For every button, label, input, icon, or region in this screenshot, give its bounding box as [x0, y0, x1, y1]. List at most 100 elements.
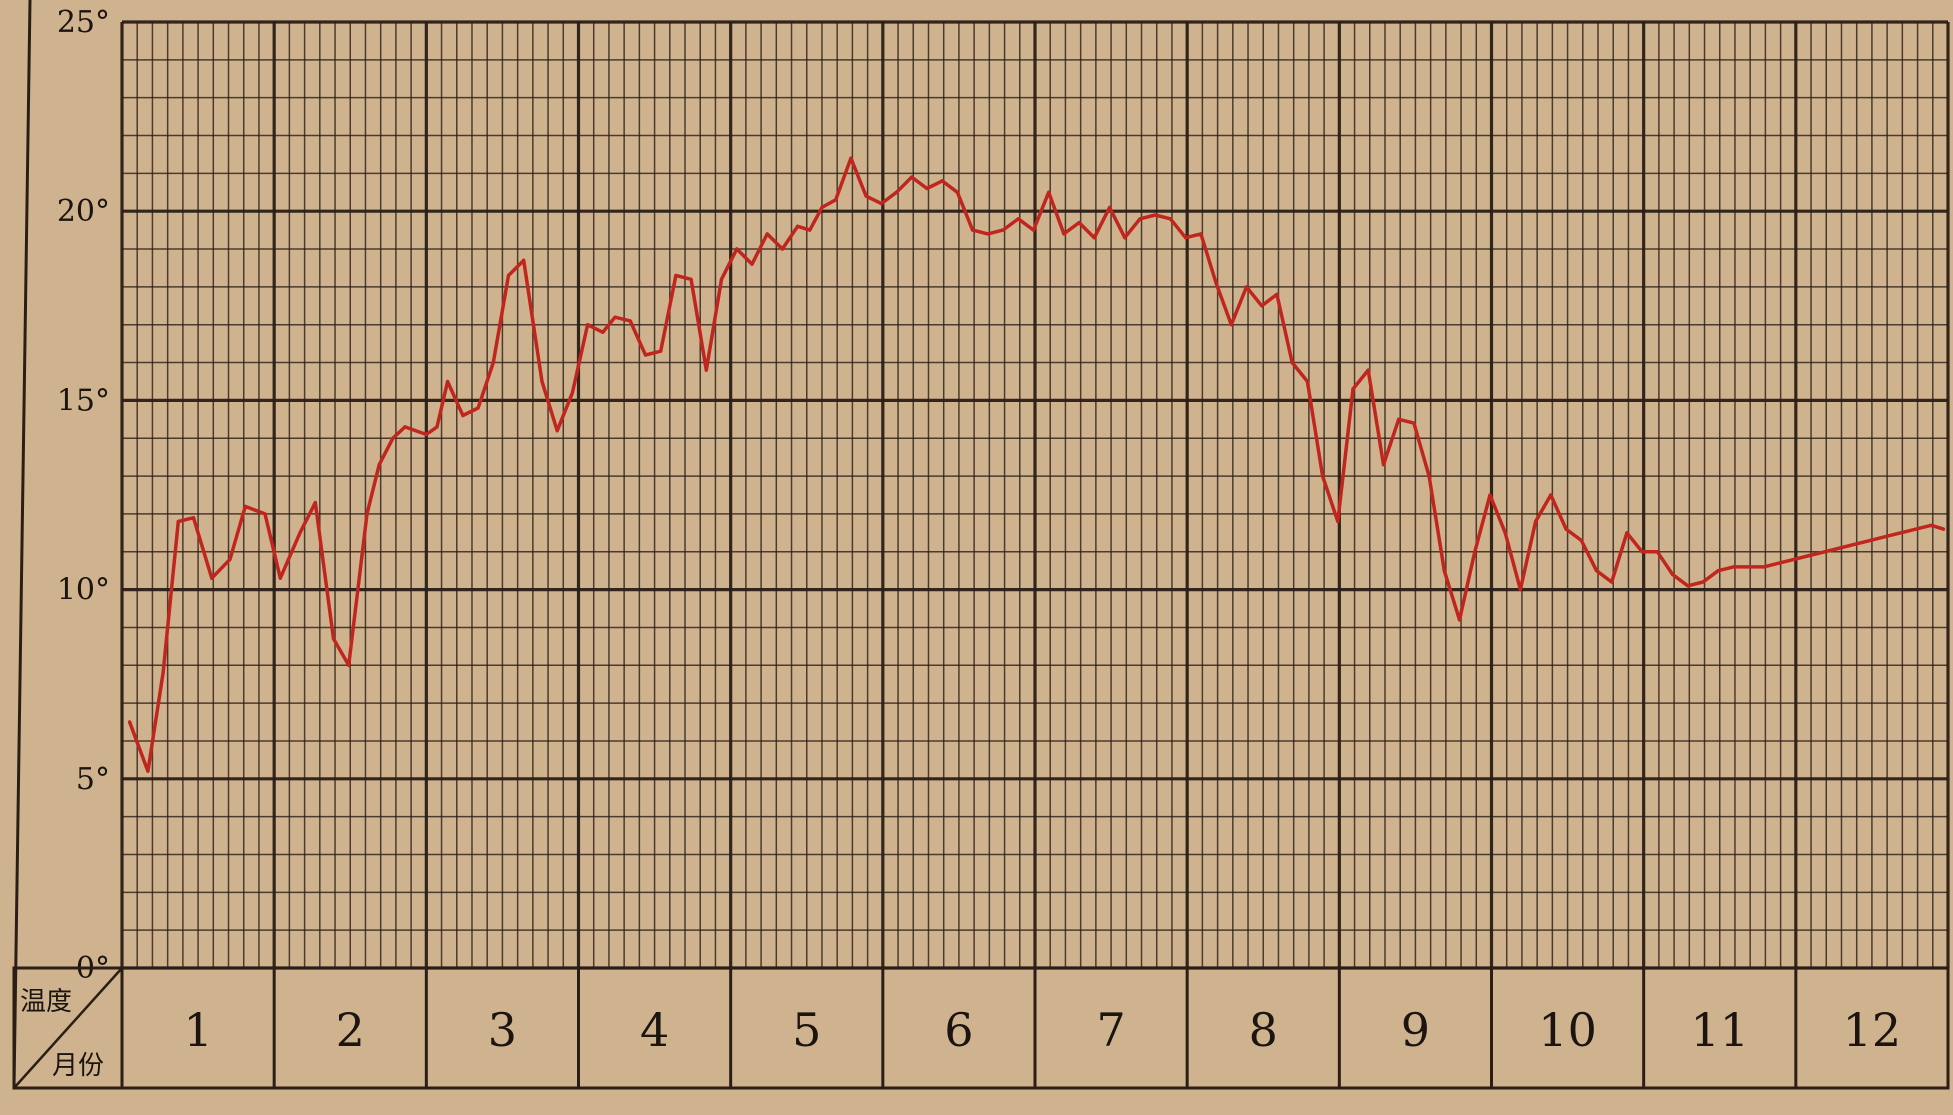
data-point — [1838, 546, 1842, 550]
data-point — [1671, 572, 1675, 577]
data-point — [365, 512, 369, 516]
data-point — [864, 194, 868, 198]
data-point — [586, 323, 590, 327]
data-point — [461, 413, 465, 418]
data-point — [1701, 580, 1705, 584]
data-point — [659, 349, 663, 353]
data-point — [879, 202, 883, 206]
data-point — [1625, 531, 1629, 535]
data-point — [243, 504, 247, 508]
month-label: 5 — [792, 1003, 821, 1057]
data-point — [1260, 304, 1264, 308]
data-point — [1229, 323, 1233, 327]
data-point — [191, 516, 196, 520]
data-point — [1077, 221, 1081, 225]
data-point — [278, 576, 282, 580]
data-point — [1488, 493, 1492, 497]
data-point — [1016, 217, 1020, 221]
data-point — [446, 379, 450, 384]
data-point — [1336, 519, 1340, 524]
data-point — [719, 277, 724, 281]
data-point — [1716, 569, 1720, 573]
data-point — [1640, 550, 1644, 554]
month-label: 12 — [1843, 1003, 1902, 1057]
month-label: 11 — [1690, 1003, 1749, 1057]
data-point — [522, 258, 526, 262]
header-row-frame — [12, 966, 1950, 1090]
data-point — [1168, 217, 1172, 221]
data-point — [1884, 535, 1888, 539]
data-point — [765, 232, 769, 236]
corner-diagonal — [13, 967, 123, 1089]
data-point — [1062, 232, 1066, 236]
data-point — [940, 179, 944, 183]
data-point — [377, 463, 381, 467]
data-point — [1610, 580, 1614, 584]
data-point — [313, 501, 317, 505]
data-point — [601, 330, 605, 334]
data-point — [1381, 463, 1386, 467]
corner-label-month: 月份 — [52, 1051, 104, 1081]
data-point — [128, 720, 132, 724]
left-frame-line — [12, 0, 32, 1089]
data-point — [910, 175, 914, 179]
corner-label-temperature: 温度 — [20, 987, 72, 1017]
y-tick-label: 5° — [76, 762, 110, 797]
data-point — [1305, 379, 1309, 384]
month-label: 10 — [1538, 1003, 1597, 1057]
data-point — [955, 190, 960, 194]
data-point — [1442, 569, 1446, 573]
data-point — [1184, 236, 1188, 240]
data-point — [1092, 236, 1096, 240]
y-tick-label: 20° — [57, 194, 110, 229]
data-point — [1427, 474, 1431, 478]
y-tick-label: 10° — [57, 573, 110, 608]
data-point — [894, 190, 899, 194]
data-point — [689, 277, 693, 281]
data-point — [1214, 281, 1218, 285]
data-point — [1549, 493, 1553, 497]
month-label: 3 — [488, 1003, 517, 1057]
data-point — [1868, 538, 1872, 543]
data-point — [1929, 523, 1933, 527]
line-series — [127, 156, 1946, 773]
data-point — [1153, 213, 1157, 217]
data-point — [925, 186, 929, 191]
data-point — [403, 425, 407, 429]
month-label: 9 — [1401, 1003, 1430, 1057]
data-point — [1899, 531, 1903, 535]
data-point — [849, 156, 853, 160]
month-label: 1 — [183, 1003, 212, 1057]
data-point — [1747, 565, 1751, 569]
data-point — [674, 273, 678, 278]
data-point — [391, 436, 395, 440]
data-point — [1762, 565, 1766, 569]
data-point — [555, 429, 559, 433]
data-point — [491, 361, 495, 365]
month-label: 6 — [944, 1003, 973, 1057]
data-point — [1686, 584, 1690, 588]
temperature-line — [127, 156, 1946, 773]
data-point — [263, 512, 267, 516]
data-point — [971, 228, 975, 232]
data-point — [1244, 285, 1249, 289]
data-point — [1275, 292, 1279, 296]
data-point — [424, 432, 428, 437]
data-point — [1412, 421, 1416, 425]
data-point — [796, 224, 800, 228]
data-point — [1473, 550, 1477, 554]
data-point — [506, 273, 511, 278]
data-point — [735, 247, 739, 251]
data-point — [834, 198, 838, 202]
data-point — [986, 232, 990, 236]
data-point — [1031, 228, 1036, 232]
data-point — [1351, 387, 1355, 391]
data-point — [628, 319, 632, 323]
data-point — [1579, 538, 1583, 543]
data-point — [1108, 205, 1112, 209]
data-point — [210, 576, 214, 580]
